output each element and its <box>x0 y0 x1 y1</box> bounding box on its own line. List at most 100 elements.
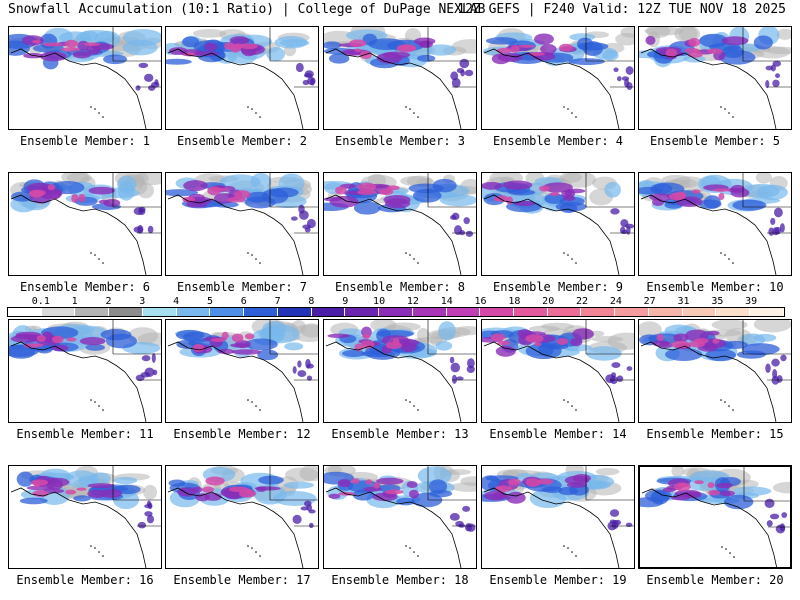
colorbar-label: 22 <box>576 296 589 307</box>
colorbar-swatch <box>648 308 683 316</box>
ensemble-map-panel <box>8 465 162 569</box>
snowfall-map <box>10 173 161 275</box>
colorbar-label: 12 <box>406 296 419 307</box>
snowfall-map <box>482 320 634 422</box>
colorbar-label: 27 <box>643 296 656 307</box>
snowfall-map <box>482 173 634 275</box>
colorbar-swatch <box>514 308 548 316</box>
ensemble-map-panel <box>638 465 792 569</box>
ensemble-map-panel <box>165 26 319 130</box>
ensemble-map-panel <box>8 26 162 130</box>
colorbar-swatch <box>446 308 481 316</box>
model-run-info: 12Z GEFS | F240 Valid: 12Z TUE NOV 18 20… <box>457 2 786 17</box>
snowfall-map <box>324 27 476 129</box>
colorbar-swatch <box>581 308 616 316</box>
colorbar-label: 6 <box>240 296 247 307</box>
colorbar-swatch <box>176 308 211 316</box>
snowfall-map <box>325 320 476 422</box>
ensemble-member-label: Ensemble Member: 19 <box>489 573 627 587</box>
ensemble-member-label: Ensemble Member: 17 <box>173 573 311 587</box>
colorbar-swatch <box>277 308 312 316</box>
colorbar-swatch <box>480 308 515 316</box>
colorbar-label: 7 <box>274 296 281 307</box>
colorbar-swatch <box>379 308 413 316</box>
colorbar-swatch <box>412 308 447 316</box>
ensemble-member-label: Ensemble Member: 6 <box>19 280 151 294</box>
ensemble-map-panel <box>481 26 635 130</box>
snowfall-colorbar <box>7 307 785 317</box>
colorbar-label: 35 <box>711 296 724 307</box>
ensemble-map-panel <box>8 172 162 276</box>
snowfall-map <box>166 173 318 275</box>
snowfall-map <box>167 466 318 568</box>
colorbar-swatch <box>547 308 582 316</box>
colorbar-swatch <box>142 308 177 316</box>
snowfall-map <box>9 27 161 129</box>
ensemble-map-panel <box>165 465 319 569</box>
colorbar-label: 39 <box>745 296 758 307</box>
map-title: Snowfall Accumulation (10:1 Ratio) | Col… <box>8 2 486 17</box>
ensemble-member-label: Ensemble Member: 5 <box>649 134 781 148</box>
ensemble-map-panel <box>165 172 319 276</box>
colorbar-swatch <box>345 308 380 316</box>
snowfall-map <box>639 320 791 422</box>
ensemble-map-panel <box>8 319 162 423</box>
colorbar-label: 24 <box>609 296 622 307</box>
ensemble-map-panel <box>323 26 477 130</box>
snowfall-map <box>483 27 634 129</box>
ensemble-member-label: Ensemble Member: 20 <box>646 573 784 587</box>
ensemble-map-panel <box>481 319 635 423</box>
snowfall-map <box>324 466 476 568</box>
colorbar-label: 18 <box>508 296 521 307</box>
snowfall-map <box>324 173 476 275</box>
snowfall-map <box>640 467 790 567</box>
colorbar-swatch <box>615 308 649 316</box>
ensemble-member-label: Ensemble Member: 7 <box>176 280 308 294</box>
colorbar-label: 9 <box>342 296 349 307</box>
snowfall-map <box>10 466 161 568</box>
ensemble-member-label: Ensemble Member: 16 <box>16 573 154 587</box>
ensemble-map-panel <box>323 465 477 569</box>
ensemble-member-label: Ensemble Member: 4 <box>492 134 624 148</box>
colorbar-label: 20 <box>542 296 555 307</box>
colorbar-swatch <box>210 308 245 316</box>
ensemble-member-label: Ensemble Member: 14 <box>489 427 627 441</box>
colorbar-label: 3 <box>139 296 146 307</box>
ensemble-member-label: Ensemble Member: 13 <box>331 427 469 441</box>
snowfall-map <box>166 27 318 129</box>
ensemble-member-label: Ensemble Member: 15 <box>646 427 784 441</box>
ensemble-member-label: Ensemble Member: 2 <box>176 134 308 148</box>
snowfall-map <box>639 173 791 275</box>
ensemble-member-label: Ensemble Member: 3 <box>334 134 466 148</box>
snowfall-map <box>167 320 318 422</box>
ensemble-map-panel <box>638 172 792 276</box>
colorbar-swatch <box>716 308 751 316</box>
colorbar-swatch <box>244 308 278 316</box>
ensemble-member-label: Ensemble Member: 9 <box>492 280 624 294</box>
colorbar-swatch <box>109 308 143 316</box>
ensemble-map-panel <box>481 465 635 569</box>
snowfall-map <box>482 466 634 568</box>
ensemble-member-label: Ensemble Member: 1 <box>19 134 151 148</box>
colorbar-label: 5 <box>206 296 213 307</box>
ensemble-map-panel <box>323 172 477 276</box>
colorbar-label: 16 <box>474 296 487 307</box>
ensemble-map-panel <box>638 319 792 423</box>
colorbar-swatch <box>682 308 717 316</box>
colorbar-label: 4 <box>173 296 180 307</box>
colorbar-label: 1 <box>71 296 78 307</box>
ensemble-map-panel <box>638 26 792 130</box>
colorbar-label: 31 <box>677 296 690 307</box>
ensemble-map-panel <box>481 172 635 276</box>
colorbar-swatch <box>75 308 110 316</box>
colorbar-label: 8 <box>308 296 315 307</box>
ensemble-member-label: Ensemble Member: 18 <box>331 573 469 587</box>
colorbar-swatch <box>311 308 346 316</box>
colorbar-label: 0.1 <box>31 296 50 307</box>
ensemble-member-label: Ensemble Member: 12 <box>173 427 311 441</box>
colorbar-label: 14 <box>440 296 453 307</box>
colorbar-label: 10 <box>373 296 386 307</box>
ensemble-member-label: Ensemble Member: 8 <box>334 280 466 294</box>
colorbar-label: 2 <box>105 296 112 307</box>
colorbar-swatch <box>750 308 784 316</box>
